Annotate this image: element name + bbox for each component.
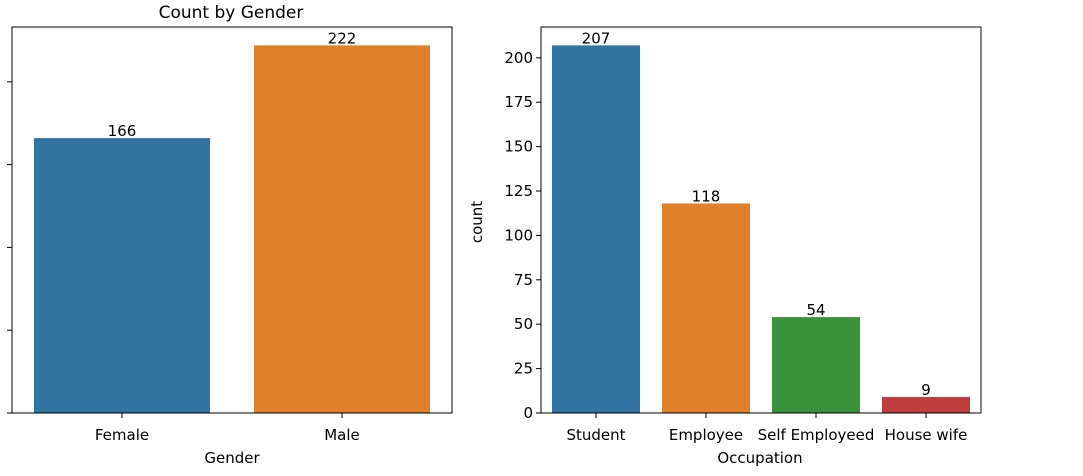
data-label: 118 xyxy=(692,187,721,205)
x-axis-label: Gender xyxy=(204,449,260,467)
chart-title: Count by Gender xyxy=(159,3,304,23)
occupation-chart: 207 118 54 9 Student Employee Self Employeed H… xyxy=(468,26,982,467)
plot-frame xyxy=(11,26,453,414)
y-tick-label: 200 xyxy=(504,49,533,67)
y-tick-label: 150 xyxy=(504,138,533,156)
data-label: 54 xyxy=(806,301,825,319)
data-label: 222 xyxy=(328,29,357,47)
y-tick-label: 75 xyxy=(514,271,533,289)
bar-house-wife xyxy=(882,397,970,413)
y-tick-label: 175 xyxy=(504,93,533,111)
bar-employee xyxy=(662,203,750,413)
y-tick-label: 125 xyxy=(504,182,533,200)
data-label: 166 xyxy=(108,122,137,140)
bar-female xyxy=(34,138,210,414)
y-tick-label: 25 xyxy=(514,360,533,378)
bar-self-employeed xyxy=(772,317,860,413)
y-tick-label: 100 xyxy=(504,226,533,244)
x-tick-label: House wife xyxy=(885,426,968,444)
x-tick-label: Self Employeed xyxy=(758,426,875,444)
x-tick-label: Male xyxy=(324,426,360,444)
x-axis-label: Occupation xyxy=(717,449,802,467)
data-label: 207 xyxy=(582,29,611,47)
plot-frame xyxy=(540,26,982,414)
x-tick-label: Female xyxy=(95,426,149,444)
y-tick-label: 0 xyxy=(523,404,533,422)
x-tick-label: Employee xyxy=(669,426,743,444)
data-label: 9 xyxy=(921,381,931,399)
gender-chart: Count by Gender 166 222 Female Male Gender xyxy=(7,3,453,467)
y-axis-label: count xyxy=(468,201,486,243)
x-tick-label: Student xyxy=(566,426,625,444)
bar-student xyxy=(552,45,640,413)
bar-male xyxy=(254,45,430,413)
y-tick-label: 50 xyxy=(514,315,533,333)
